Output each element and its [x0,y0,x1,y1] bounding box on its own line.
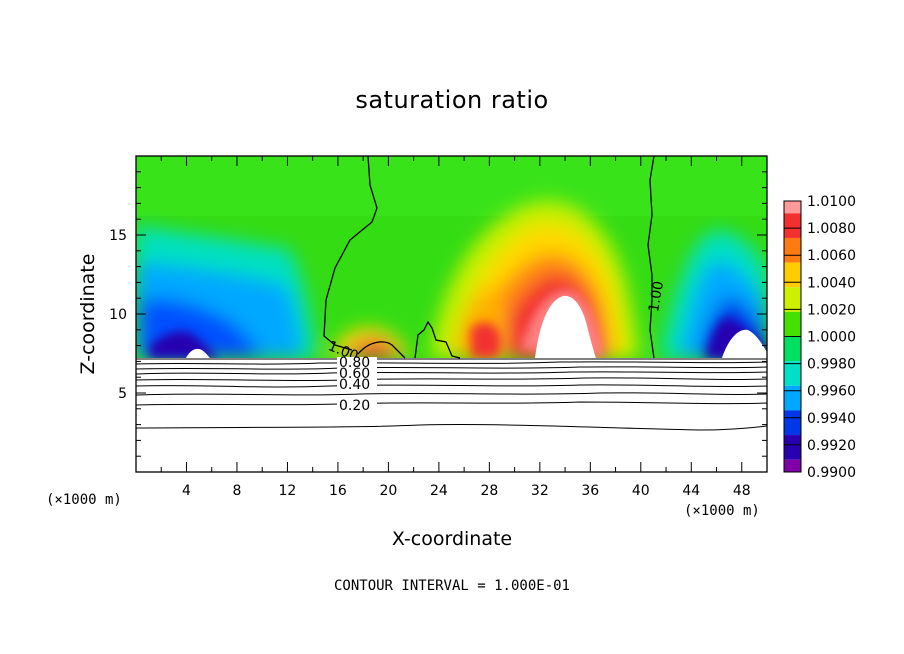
y-tick-label: 5 [118,386,127,402]
colorbar-tick-label: 1.0060 [807,248,856,264]
x-axis-label: X-coordinate [391,528,513,550]
contour-label: 0.20 [339,398,370,414]
colorbar-swatch [784,237,801,263]
x-tick-label: 48 [733,483,751,499]
colorbar-tick-label: 1.0080 [807,221,856,237]
x-tick-label: 40 [632,483,650,499]
x-unit-label-right: (×1000 m) [684,503,760,519]
saturation-field [136,156,767,472]
colorbar-tick-label: 0.9940 [807,411,856,427]
colorbar-swatch [784,213,801,238]
colorbar-swatch [784,287,801,312]
x-tick-label: 12 [279,483,297,499]
contour-label: 0.80 [339,355,370,371]
colorbar-tick-label: 1.0020 [807,302,856,318]
x-tick-label: 36 [581,483,599,499]
colorbar-swatch [784,311,801,337]
colorbar-tick-label: 0.9920 [807,438,856,454]
x-tick-label: 44 [682,483,700,499]
chart-title: saturation ratio [355,86,549,114]
colorbar-swatch [784,201,801,214]
contour-interval-note: CONTOUR INTERVAL = 1.000E-01 [333,578,570,594]
x-unit-label-left: (×1000 m) [46,492,122,508]
colorbar-tick-label: 1.0000 [807,330,856,346]
x-tick-label: 32 [531,483,549,499]
contour-label: 0.40 [339,377,370,393]
colorbar-tick-label: 0.9900 [807,465,856,481]
x-tick-label: 8 [232,483,241,499]
colorbar-tick-label: 0.9980 [807,357,856,373]
contour-label: 1.00 [646,280,667,313]
colorbar: 1.0100 1.0080 1.0060 1.0040 1.0020 1.0000 0.99… [783,194,856,481]
x-tick-label: 24 [430,483,448,499]
colorbar-swatch [784,435,801,460]
colorbar-tick-label: 1.0040 [807,275,856,291]
x-tick-label: 20 [379,483,397,499]
colorbar-swatch [784,385,801,411]
colorbar-tick-label: 1.0100 [807,194,856,210]
x-tick-label: 16 [329,483,347,499]
colorbar-tick-label: 0.9960 [807,384,856,400]
colorbar-swatch [784,410,801,436]
x-tick-label: 28 [480,483,498,499]
colorbar-swatch [784,361,801,386]
x-tick-label: 4 [182,483,191,499]
colorbar-swatch [784,262,801,288]
y-tick-label: 10 [109,307,127,323]
colorbar-swatch [784,336,801,362]
colorbar-swatch [784,459,801,472]
y-tick-label: 15 [109,228,127,244]
